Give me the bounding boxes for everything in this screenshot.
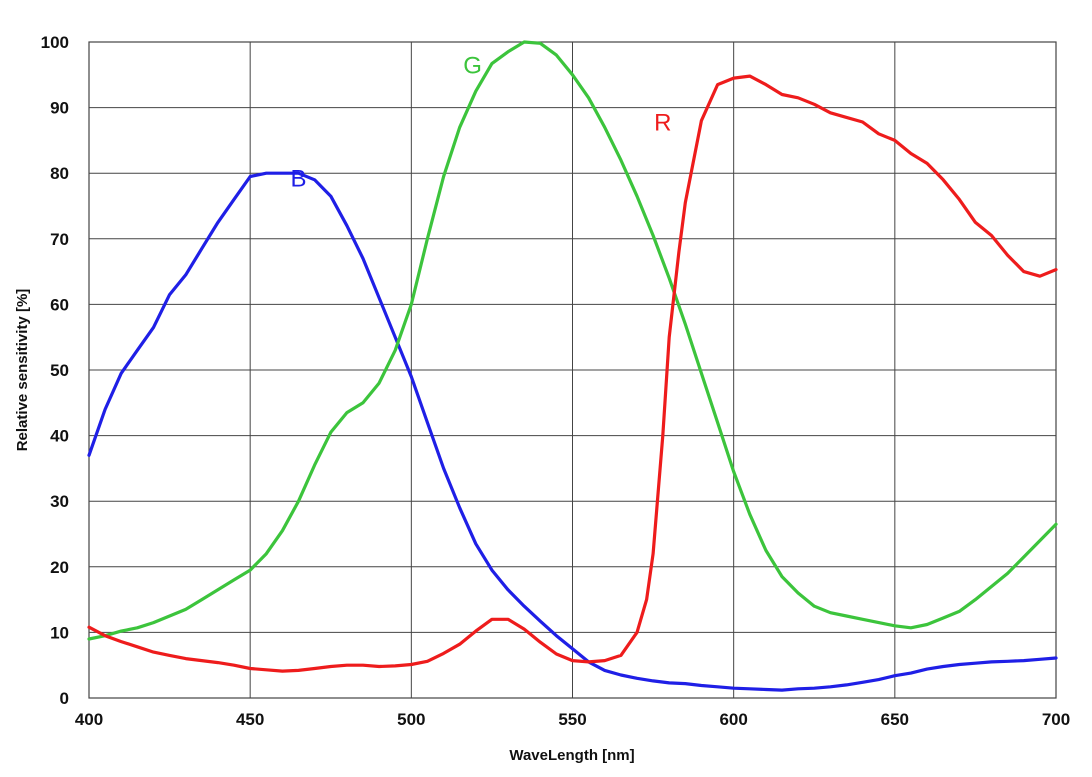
x-tick-label-500: 500 <box>397 710 425 729</box>
series-label-g: G <box>463 52 482 79</box>
series-line-r <box>87 74 1058 673</box>
grid-lines <box>88 41 1057 699</box>
series-label-r: R <box>654 110 671 137</box>
y-tick-label-10: 10 <box>50 623 69 642</box>
y-axis-title: Relative sensitivity [%] <box>14 289 31 452</box>
series-label-b: B <box>291 165 307 192</box>
y-tick-label-30: 30 <box>50 492 69 511</box>
plot-area-frame <box>88 41 1057 699</box>
y-tick-label-80: 80 <box>50 164 69 183</box>
y-tick-label-40: 40 <box>50 427 69 446</box>
x-tick-label-700: 700 <box>1042 710 1070 729</box>
x-tick-label-650: 650 <box>881 710 909 729</box>
x-axis-tick-labels: 400 450 500 550 600 650 700 <box>75 710 1070 729</box>
y-axis-tick-labels: 0 10 20 30 40 50 60 70 80 90 100 <box>41 33 69 708</box>
y-tick-label-60: 60 <box>50 295 69 314</box>
y-tick-label-50: 50 <box>50 361 69 380</box>
y-tick-label-20: 20 <box>50 558 69 577</box>
series-line-g <box>87 40 1058 641</box>
series-lines <box>87 40 1058 692</box>
x-tick-label-600: 600 <box>719 710 747 729</box>
series-line-b <box>87 171 1058 692</box>
x-tick-label-400: 400 <box>75 710 103 729</box>
x-tick-label-550: 550 <box>558 710 586 729</box>
x-axis-title: WaveLength [nm] <box>509 747 634 764</box>
series-labels: B G R <box>291 52 672 192</box>
y-tick-label-70: 70 <box>50 230 69 249</box>
x-tick-label-450: 450 <box>236 710 264 729</box>
y-tick-label-100: 100 <box>41 33 69 52</box>
y-tick-label-90: 90 <box>50 99 69 118</box>
y-tick-label-0: 0 <box>60 689 69 708</box>
